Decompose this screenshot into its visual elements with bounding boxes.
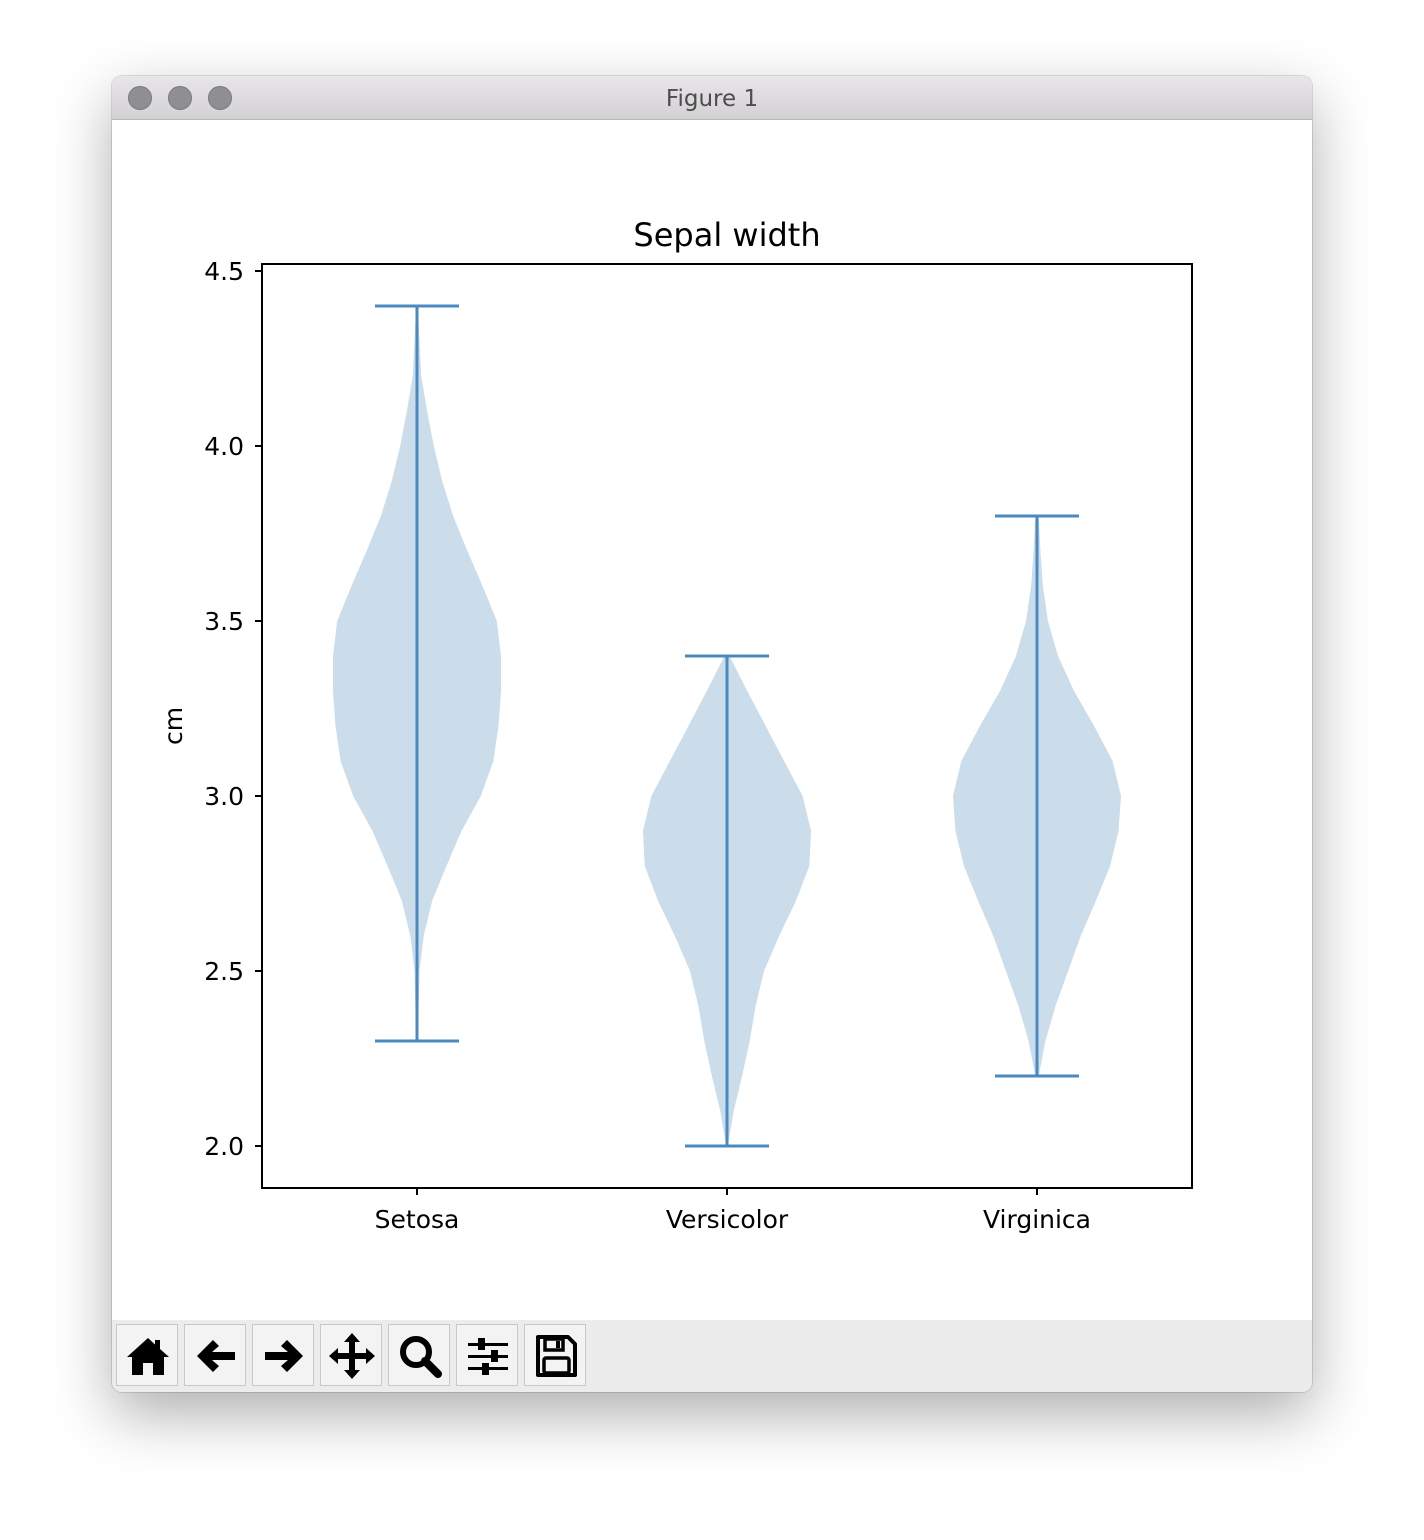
pan-button[interactable] (320, 1324, 382, 1386)
violin-chart: 2.0 2.5 3.0 3.5 4.0 4.5 Setosa Versicolor Virgi… (159, 216, 1193, 1234)
y-tick-label: 2.5 (204, 957, 244, 986)
x-tick-label: Setosa (375, 1205, 460, 1234)
y-axis-ticks: 2.0 2.5 3.0 3.5 4.0 4.5 (204, 257, 262, 1161)
y-tick-label: 4.0 (204, 432, 244, 461)
home-icon (127, 1338, 169, 1375)
arrow-left-icon (197, 1340, 235, 1372)
minimize-window-button[interactable] (168, 86, 192, 110)
forward-button[interactable] (252, 1324, 314, 1386)
configure-subplots-button[interactable] (456, 1324, 518, 1386)
navigation-toolbar (112, 1320, 1312, 1392)
close-window-button[interactable] (128, 86, 152, 110)
x-tick-label: Virginica (983, 1205, 1091, 1234)
home-button[interactable] (116, 1324, 178, 1386)
y-tick-label: 3.0 (204, 782, 244, 811)
zoom-button[interactable] (388, 1324, 450, 1386)
y-tick-label: 3.5 (204, 607, 244, 636)
magnifier-icon (400, 1336, 442, 1378)
move-icon (329, 1333, 375, 1379)
save-button[interactable] (524, 1324, 586, 1386)
y-axis-label: cm (159, 707, 188, 745)
x-axis-ticks: Setosa Versicolor Virginica (375, 1188, 1091, 1234)
figure-canvas[interactable]: 2.0 2.5 3.0 3.5 4.0 4.5 Setosa Versicolor Virgi… (112, 120, 1312, 1320)
y-tick-label: 2.0 (204, 1132, 244, 1161)
floppy-disk-icon (536, 1335, 577, 1377)
x-tick-label: Versicolor (666, 1205, 789, 1234)
sliders-icon (468, 1338, 508, 1375)
title-bar[interactable]: Figure 1 (112, 76, 1312, 120)
arrow-right-icon (265, 1340, 303, 1372)
chart-title: Sepal width (633, 216, 820, 254)
figure-window: Figure 1 2.0 2.5 3.0 3.5 4.0 4.5 Setosa Versic… (112, 76, 1312, 1392)
y-tick-label: 4.5 (204, 257, 244, 286)
window-title: Figure 1 (665, 86, 759, 112)
violin-extrema-lines (375, 304, 1079, 1148)
back-button[interactable] (184, 1324, 246, 1386)
zoom-window-button[interactable] (208, 86, 232, 110)
